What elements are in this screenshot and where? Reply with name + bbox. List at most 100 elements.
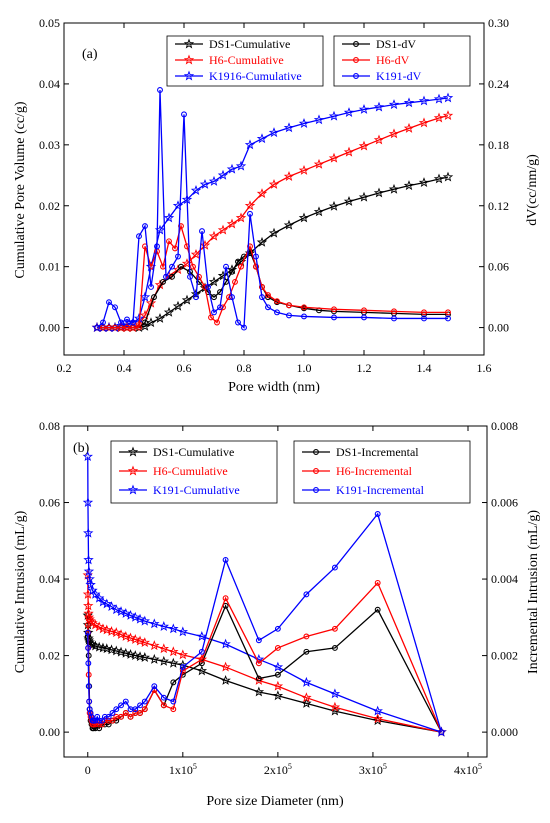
data-point	[196, 273, 202, 280]
data-point	[101, 643, 112, 654]
chart-a-frame	[63, 22, 485, 356]
data-point	[329, 701, 341, 712]
data-point	[256, 236, 268, 247]
data-point	[286, 312, 292, 319]
data-point	[265, 304, 271, 311]
legend-entry: K191-dV	[342, 69, 422, 83]
series-h6-cumulative	[82, 569, 447, 737]
y-tick-label: 0.04	[39, 77, 60, 91]
data-point	[105, 717, 112, 724]
data-point	[418, 95, 430, 106]
data-point	[93, 592, 105, 603]
x-tick-label: 1.2	[357, 361, 372, 375]
data-point	[217, 270, 229, 281]
data-point	[170, 706, 177, 713]
data-point	[111, 645, 122, 656]
data-point	[211, 309, 217, 316]
data-point	[125, 609, 136, 620]
data-point	[373, 187, 385, 198]
data-point	[118, 713, 124, 720]
series-h6-incremental	[84, 579, 445, 736]
x-tick-label: 0.6	[177, 361, 192, 375]
data-point	[208, 276, 220, 287]
data-point	[105, 713, 112, 720]
data-point	[217, 169, 229, 180]
chart-b-frame	[63, 425, 488, 758]
data-point	[223, 263, 229, 270]
data-point	[301, 692, 312, 703]
data-point	[226, 218, 238, 229]
data-point	[329, 705, 341, 716]
data-point	[83, 600, 94, 611]
data-point	[361, 307, 367, 314]
data-point	[391, 315, 397, 322]
data-point	[120, 630, 132, 641]
y2-tick-label: 0.002	[491, 649, 518, 663]
data-point	[86, 698, 93, 705]
data-point	[145, 317, 157, 328]
data-point	[130, 319, 136, 326]
x-tick-label: 0	[85, 763, 91, 777]
data-point	[235, 319, 241, 326]
data-point	[217, 224, 229, 235]
data-point	[106, 299, 112, 306]
data-point	[83, 554, 94, 565]
data-point	[134, 635, 146, 646]
legend-marker	[127, 465, 139, 476]
data-point	[222, 556, 229, 563]
data-point	[90, 717, 97, 724]
data-point	[127, 713, 134, 720]
data-point	[274, 309, 280, 316]
data-point	[388, 128, 400, 139]
data-point	[442, 92, 454, 103]
data-point	[313, 158, 325, 169]
legend-label: DS1-Cumulative	[153, 445, 234, 459]
data-point	[372, 705, 383, 716]
data-point	[101, 713, 108, 720]
legend-label: K191-dV	[376, 69, 422, 83]
data-point	[120, 608, 132, 618]
data-point	[358, 140, 370, 151]
x-tick-label: 0.4	[117, 361, 132, 375]
data-point	[442, 110, 454, 121]
data-point	[84, 573, 95, 584]
data-point	[122, 698, 129, 705]
data-point	[132, 706, 139, 713]
data-point	[255, 675, 262, 682]
data-point	[283, 171, 295, 181]
data-point	[177, 649, 189, 660]
data-point	[235, 258, 241, 265]
data-point	[329, 688, 341, 699]
legend-label: K191-Cumulative	[153, 483, 240, 497]
legend-label: K1916-Cumulative	[209, 69, 302, 83]
data-point	[253, 674, 265, 685]
data-point	[134, 613, 146, 624]
data-point	[193, 294, 199, 301]
y2-tick-label: 0.30	[488, 16, 509, 30]
data-point	[403, 122, 415, 133]
legend-label: DS1-dV	[376, 37, 416, 51]
data-point	[142, 319, 148, 326]
y-tick-label: 0.03	[39, 138, 60, 152]
data-point	[157, 87, 163, 93]
y2-tick-label: 0.000	[491, 725, 518, 739]
data-point	[331, 644, 338, 651]
data-point	[403, 97, 415, 108]
y2-tick-label: 0.00	[488, 321, 509, 335]
data-point	[418, 117, 430, 128]
data-point	[241, 324, 247, 331]
legend-marker	[313, 468, 319, 474]
data-point	[118, 702, 124, 709]
legend-label: DS1-Incremental	[336, 445, 419, 459]
data-point	[235, 212, 247, 223]
data-point	[220, 674, 231, 685]
data-point	[82, 497, 94, 507]
data-point	[122, 710, 129, 716]
series-line	[87, 512, 442, 733]
x-tick-label: 1.6	[477, 361, 492, 375]
y2-tick-label: 0.24	[488, 77, 509, 91]
legend-entry: DS1-Cumulative	[119, 445, 234, 459]
data-point	[374, 579, 381, 586]
data-point	[96, 717, 103, 724]
data-point	[286, 302, 292, 309]
